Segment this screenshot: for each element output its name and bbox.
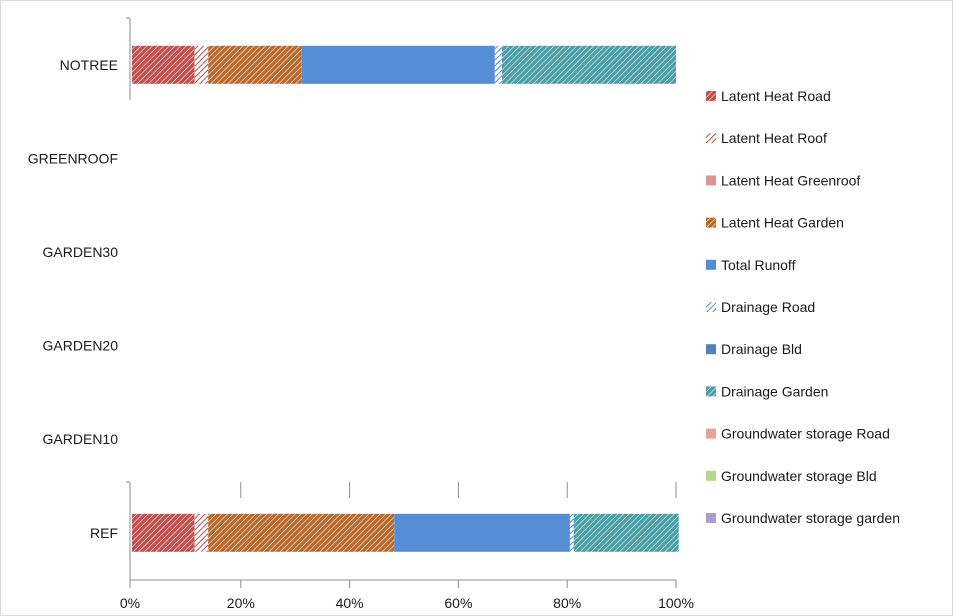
category-label-garden10: GARDEN10 bbox=[43, 431, 119, 447]
legend-swatch-latent-heat-roof bbox=[706, 133, 716, 144]
bar-ref-drainage-garden bbox=[573, 513, 679, 552]
legend-label-latent-heat-road: Latent Heat Road bbox=[721, 88, 831, 104]
legend-swatch-latent-heat-garden bbox=[706, 217, 716, 228]
bar-notree-total-runoff bbox=[301, 45, 495, 84]
legend-swatch-groundwater-storage-bld bbox=[706, 470, 716, 481]
bar-ref-latent-heat-road bbox=[132, 513, 195, 552]
legend-label-drainage-bld: Drainage Bld bbox=[721, 341, 802, 357]
category-label-greenroof: GREENROOF bbox=[28, 150, 118, 166]
bar-notree-latent-heat-garden bbox=[208, 45, 302, 84]
category-label-ref: REF bbox=[90, 525, 118, 541]
x-tick-label: 60% bbox=[444, 595, 472, 611]
legend-swatch-drainage-garden bbox=[706, 386, 716, 397]
category-label-garden30: GARDEN30 bbox=[43, 244, 119, 260]
x-tick-label: 80% bbox=[553, 595, 581, 611]
legend-label-drainage-road: Drainage Road bbox=[721, 299, 815, 315]
bar-ref-latent-heat-roof bbox=[194, 513, 209, 552]
legend-label-latent-heat-garden: Latent Heat Garden bbox=[721, 215, 844, 231]
bar-ref-latent-heat-garden bbox=[208, 513, 395, 552]
bar-notree-latent-heat-road bbox=[132, 45, 195, 84]
bar-notree-latent-heat-roof bbox=[194, 45, 209, 84]
bar-ref-drainage-road bbox=[569, 513, 574, 552]
legend-label-groundwater-storage-garden: Groundwater storage garden bbox=[721, 510, 900, 526]
legend-label-drainage-garden: Drainage Garden bbox=[721, 383, 828, 399]
x-tick-label: 40% bbox=[336, 595, 364, 611]
bar-ref-total-runoff bbox=[394, 513, 570, 552]
x-tick-label: 0% bbox=[120, 595, 140, 611]
legend-label-latent-heat-greenroof: Latent Heat Greenroof bbox=[721, 172, 860, 188]
legend-label-total-runoff: Total Runoff bbox=[721, 257, 796, 273]
category-label-garden20: GARDEN20 bbox=[43, 338, 119, 354]
legend-swatch-total-runoff bbox=[706, 259, 716, 270]
legend-swatch-drainage-bld bbox=[706, 344, 716, 355]
x-tick-label: 100% bbox=[658, 595, 694, 611]
legend-swatch-groundwater-storage-garden bbox=[706, 513, 716, 523]
bar-notree-drainage-garden bbox=[501, 45, 676, 84]
legend-swatch-drainage-road bbox=[706, 302, 716, 312]
legend-label-latent-heat-roof: Latent Heat Roof bbox=[721, 130, 827, 146]
legend-label-groundwater-storage-road: Groundwater storage Road bbox=[721, 426, 890, 442]
legend-label-groundwater-storage-bld: Groundwater storage Bld bbox=[721, 468, 877, 484]
legend-swatch-latent-heat-greenroof bbox=[706, 175, 716, 186]
legend-swatch-groundwater-storage-road bbox=[706, 428, 716, 439]
category-label-notree: NOTREE bbox=[60, 57, 118, 73]
x-tick-label: 20% bbox=[227, 595, 255, 611]
bar-notree-drainage-road bbox=[494, 45, 502, 84]
legend-swatch-latent-heat-road bbox=[706, 91, 716, 101]
